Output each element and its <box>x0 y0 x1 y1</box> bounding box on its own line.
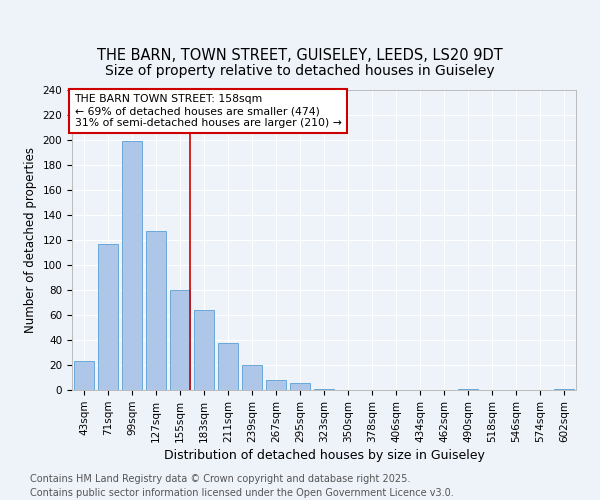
Bar <box>554 389 574 390</box>
Bar <box>122 141 142 390</box>
Text: Contains HM Land Registry data © Crown copyright and database right 2025.
Contai: Contains HM Land Registry data © Crown c… <box>30 474 454 498</box>
Bar <box>458 389 478 390</box>
Bar <box>314 389 334 390</box>
Bar <box>98 244 118 390</box>
Bar <box>242 365 262 390</box>
Text: Size of property relative to detached houses in Guiseley: Size of property relative to detached ho… <box>105 64 495 78</box>
Bar <box>290 382 310 390</box>
Bar <box>170 290 190 390</box>
Bar <box>266 380 286 390</box>
Bar <box>218 342 238 390</box>
Bar <box>74 361 94 390</box>
Bar <box>146 231 166 390</box>
Bar <box>194 310 214 390</box>
Text: THE BARN TOWN STREET: 158sqm
← 69% of detached houses are smaller (474)
31% of s: THE BARN TOWN STREET: 158sqm ← 69% of de… <box>74 94 341 128</box>
Text: THE BARN, TOWN STREET, GUISELEY, LEEDS, LS20 9DT: THE BARN, TOWN STREET, GUISELEY, LEEDS, … <box>97 48 503 62</box>
X-axis label: Distribution of detached houses by size in Guiseley: Distribution of detached houses by size … <box>164 449 484 462</box>
Y-axis label: Number of detached properties: Number of detached properties <box>24 147 37 333</box>
